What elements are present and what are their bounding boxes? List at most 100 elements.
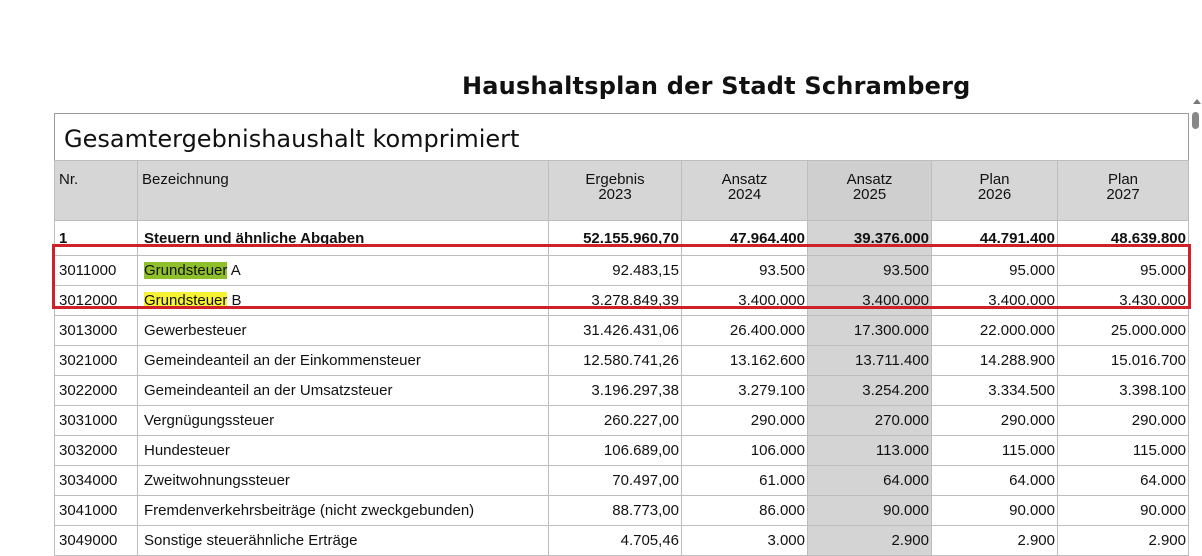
cell-value: 13.711.400 xyxy=(807,345,932,376)
cell-value: 2.900 xyxy=(807,525,932,556)
cell-value: 12.580.741,26 xyxy=(548,345,682,376)
cell-value: 115.000 xyxy=(931,435,1058,466)
vertical-scrollbar[interactable] xyxy=(1190,100,1202,547)
cell-value: 61.000 xyxy=(681,465,808,496)
cell-value: 3.400.000 xyxy=(681,285,808,316)
cell-nr: 3021000 xyxy=(54,345,138,376)
cell-value: 31.426.431,06 xyxy=(548,315,682,346)
cell-value: 106.689,00 xyxy=(548,435,682,466)
cell-value: 3.279.100 xyxy=(681,375,808,406)
cell-value: 39.376.000 xyxy=(807,220,932,256)
cell-value: 3.278.849,39 xyxy=(548,285,682,316)
scrollbar-thumb[interactable] xyxy=(1192,112,1199,129)
header-plan-2026: Plan 2026 xyxy=(931,160,1058,221)
header-ansatz-2025: Ansatz 2025 xyxy=(807,160,932,221)
cell-bezeichnung: Zweitwohnungssteuer xyxy=(137,465,549,496)
cell-value: 3.398.100 xyxy=(1057,375,1189,406)
table-row: 3041000 Fremdenverkehrsbeiträge (nicht z… xyxy=(54,495,1189,526)
cell-value: 290.000 xyxy=(931,405,1058,436)
cell-value: 47.964.400 xyxy=(681,220,808,256)
cell-value: 113.000 xyxy=(807,435,932,466)
table-row: 3011000 Grundsteuer A 92.483,15 93.500 9… xyxy=(54,255,1189,286)
cell-bezeichnung: Fremdenverkehrsbeiträge (nicht zweckgebu… xyxy=(137,495,549,526)
header-ergebnis-2023: Ergebnis 2023 xyxy=(548,160,682,221)
cell-value: 90.000 xyxy=(931,495,1058,526)
cell-value: 95.000 xyxy=(1057,255,1189,286)
cell-value: 3.254.200 xyxy=(807,375,932,406)
table-row: 3013000 Gewerbesteuer 31.426.431,06 26.4… xyxy=(54,315,1189,346)
cell-value: 93.500 xyxy=(807,255,932,286)
cell-value: 17.300.000 xyxy=(807,315,932,346)
cell-value: 3.400.000 xyxy=(807,285,932,316)
cell-nr: 3022000 xyxy=(54,375,138,406)
cell-nr: 3031000 xyxy=(54,405,138,436)
cell-nr: 3032000 xyxy=(54,435,138,466)
cell-value: 93.500 xyxy=(681,255,808,286)
table-row-total: 1 Steuern und ähnliche Abgaben 52.155.96… xyxy=(54,220,1189,256)
header-plan-2027: Plan 2027 xyxy=(1057,160,1189,221)
cell-value: 115.000 xyxy=(1057,435,1189,466)
cell-value: 13.162.600 xyxy=(681,345,808,376)
cell-bezeichnung: Sonstige steuerähnliche Erträge xyxy=(137,525,549,556)
cell-value: 260.227,00 xyxy=(548,405,682,436)
table-row: 3032000 Hundesteuer 106.689,00 106.000 1… xyxy=(54,435,1189,466)
cell-value: 90.000 xyxy=(807,495,932,526)
cell-value: 106.000 xyxy=(681,435,808,466)
cell-value: 3.400.000 xyxy=(931,285,1058,316)
cell-bezeichnung: Hundesteuer xyxy=(137,435,549,466)
cell-value: 25.000.000 xyxy=(1057,315,1189,346)
document-title: Haushaltsplan der Stadt Schramberg xyxy=(462,72,971,100)
cell-value: 92.483,15 xyxy=(548,255,682,286)
cell-value: 86.000 xyxy=(681,495,808,526)
highlighted-term: Grundsteuer xyxy=(144,292,228,309)
cell-value: 290.000 xyxy=(681,405,808,436)
header-ansatz-2024: Ansatz 2024 xyxy=(681,160,808,221)
cell-bezeichnung: Gemeindeanteil an der Einkommensteuer xyxy=(137,345,549,376)
table-header-row: Nr. Bezeichnung Ergebnis 2023 Ansatz 2024 … xyxy=(54,160,1189,221)
header-nr: Nr. xyxy=(54,160,138,221)
cell-value: 2.900 xyxy=(931,525,1058,556)
cell-nr: 3034000 xyxy=(54,465,138,496)
cell-nr: 3011000 xyxy=(54,255,138,286)
section-title: Gesamtergebnishaushalt komprimiert xyxy=(64,125,520,153)
cell-nr: 3041000 xyxy=(54,495,138,526)
cell-value: 3.000 xyxy=(681,525,808,556)
cell-value: 290.000 xyxy=(1057,405,1189,436)
cell-value: 22.000.000 xyxy=(931,315,1058,346)
scroll-up-arrow-icon[interactable] xyxy=(1193,99,1201,104)
cell-value: 70.497,00 xyxy=(548,465,682,496)
table-row: 3031000 Vergnügungssteuer 260.227,00 290… xyxy=(54,405,1189,436)
cell-nr: 3012000 xyxy=(54,285,138,316)
header-bezeichnung: Bezeichnung xyxy=(137,160,549,221)
cell-value: 88.773,00 xyxy=(548,495,682,526)
cell-bezeichnung: Grundsteuer A xyxy=(137,255,549,286)
cell-value: 95.000 xyxy=(931,255,1058,286)
cell-value: 3.334.500 xyxy=(931,375,1058,406)
cell-value: 3.196.297,38 xyxy=(548,375,682,406)
cell-bezeichnung: Grundsteuer B xyxy=(137,285,549,316)
cell-nr: 3013000 xyxy=(54,315,138,346)
cell-value: 64.000 xyxy=(807,465,932,496)
table-row: 3021000 Gemeindeanteil an der Einkommens… xyxy=(54,345,1189,376)
cell-value: 44.791.400 xyxy=(931,220,1058,256)
cell-value: 64.000 xyxy=(931,465,1058,496)
cell-value: 14.288.900 xyxy=(931,345,1058,376)
table-row: 3049000 Sonstige steuerähnliche Erträge … xyxy=(54,525,1189,556)
table-row: 3022000 Gemeindeanteil an der Umsatzsteu… xyxy=(54,375,1189,406)
cell-bezeichnung: Vergnügungssteuer xyxy=(137,405,549,436)
cell-bezeichnung: Gewerbesteuer xyxy=(137,315,549,346)
cell-value: 15.016.700 xyxy=(1057,345,1189,376)
cell-value: 48.639.800 xyxy=(1057,220,1189,256)
cell-value: 64.000 xyxy=(1057,465,1189,496)
budget-table: Nr. Bezeichnung Ergebnis 2023 Ansatz 2024 … xyxy=(54,160,1189,556)
cell-bezeichnung: Steuern und ähnliche Abgaben xyxy=(137,220,549,256)
cell-bezeichnung: Gemeindeanteil an der Umsatzsteuer xyxy=(137,375,549,406)
cell-value: 26.400.000 xyxy=(681,315,808,346)
cell-value: 52.155.960,70 xyxy=(548,220,682,256)
cell-value: 90.000 xyxy=(1057,495,1189,526)
cell-nr: 3049000 xyxy=(54,525,138,556)
cell-value: 3.430.000 xyxy=(1057,285,1189,316)
table-row: 3012000 Grundsteuer B 3.278.849,39 3.400… xyxy=(54,285,1189,316)
table-row: 3034000 Zweitwohnungssteuer 70.497,00 61… xyxy=(54,465,1189,496)
cell-value: 2.900 xyxy=(1057,525,1189,556)
